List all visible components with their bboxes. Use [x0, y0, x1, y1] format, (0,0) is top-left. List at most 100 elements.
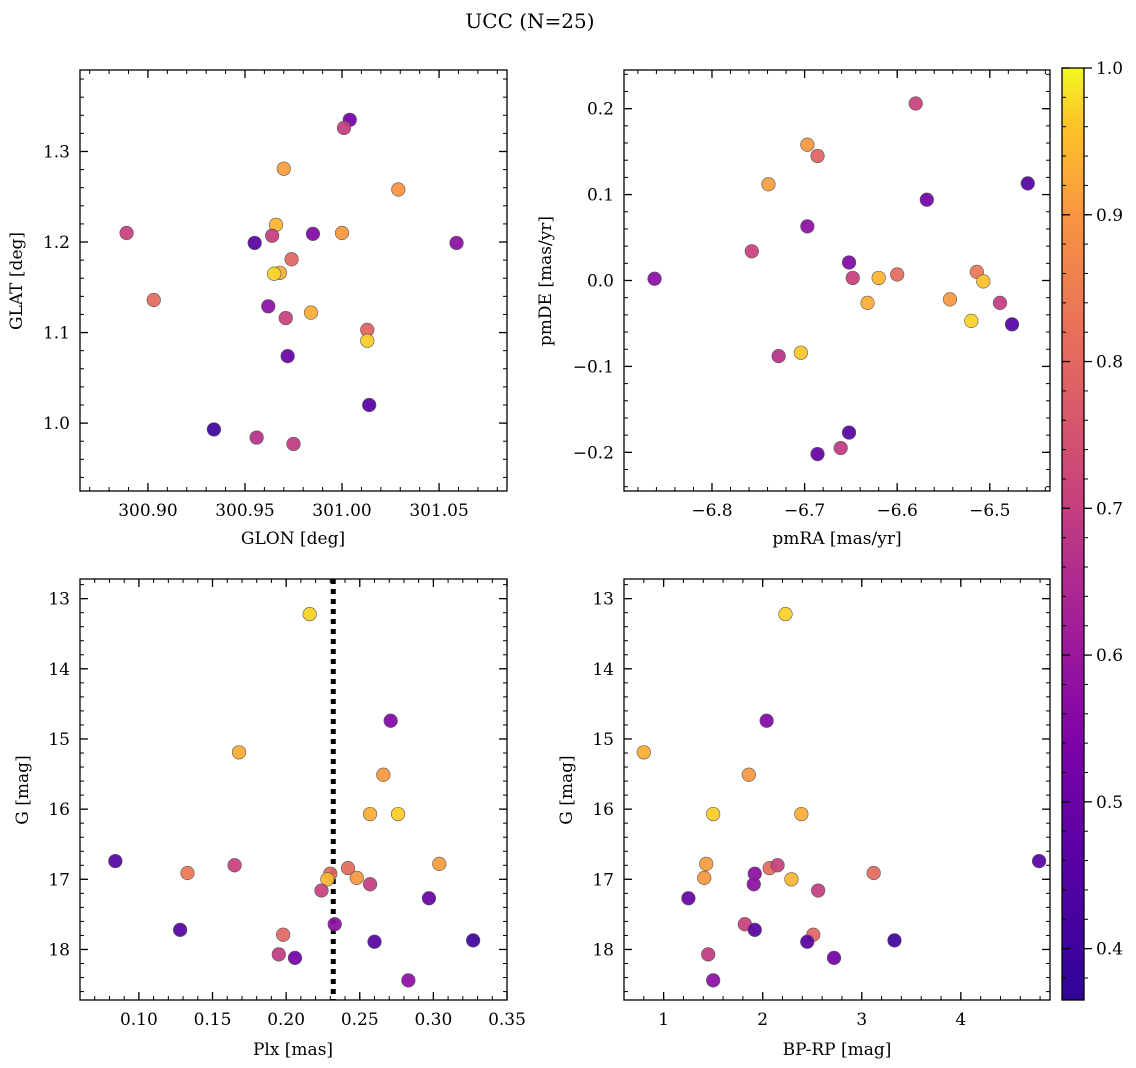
scatter-point	[334, 225, 350, 241]
plx-g-panel: 0.10 0.15 0.20 0.25 0.30 0.35 13 14 15 16 17 18 Plx…	[13, 578, 526, 1060]
plot-frame	[79, 578, 508, 1001]
scatter-point	[206, 422, 222, 437]
x-tick-label: −6.8	[691, 501, 732, 521]
scatter-point	[919, 192, 934, 207]
colorbar-tick-label: 1.0	[1096, 59, 1123, 79]
scatter-point	[699, 856, 714, 871]
scatter-point	[247, 235, 262, 251]
colorbar-tick-label: 0.9	[1096, 206, 1123, 226]
scatter-point	[746, 877, 761, 892]
scatter-point	[305, 226, 321, 241]
scatter-point	[360, 333, 375, 348]
scatter-point	[771, 349, 786, 364]
y-tick-label: 17	[592, 870, 614, 890]
scatter-point	[992, 295, 1008, 310]
x-tick-label: 0.35	[488, 1010, 526, 1030]
scatter-point	[706, 806, 721, 822]
y-tick-label: 16	[592, 800, 614, 820]
scatter-point	[841, 425, 857, 440]
scatter-point	[276, 927, 291, 942]
scatter-point	[1020, 176, 1035, 191]
scatter-point	[280, 348, 295, 364]
scatter-points	[108, 606, 481, 988]
scatter-point	[108, 853, 123, 869]
y-axis-label: GLAT [deg]	[7, 232, 27, 330]
axis-ticks: 0.10 0.15 0.20 0.25 0.30 0.35 13 14 15 16 17 18	[48, 579, 526, 1030]
scatter-point	[890, 267, 905, 282]
axis-ticks: −6.8 −6.7 −6.6 −6.5 −0.2 −0.1 0.0 0.1 0.2	[573, 70, 1050, 521]
scatter-points	[119, 112, 464, 452]
scatter-point	[964, 313, 979, 328]
x-tick-label: 4	[955, 1010, 966, 1030]
colorbar-ticks: 0.4 0.5 0.6 0.7 0.8 0.9 1.0	[1062, 59, 1123, 979]
scatter-point	[794, 806, 809, 822]
scatter-point	[841, 255, 857, 270]
scatter-point	[227, 858, 242, 873]
x-tick-label: 0.10	[120, 1010, 158, 1030]
scatter-point	[744, 244, 759, 259]
scatter-point	[826, 950, 842, 966]
x-tick-label: 300.90	[118, 501, 177, 521]
scatter-point	[887, 933, 902, 948]
scatter-point	[908, 96, 923, 111]
scatter-point	[845, 270, 860, 286]
scatter-point	[793, 345, 808, 360]
scatter-point	[314, 883, 329, 898]
scatter-point	[362, 806, 378, 822]
scatter-point	[976, 274, 991, 289]
y-tick-label: 13	[48, 590, 70, 610]
y-tick-label: 0.1	[587, 186, 614, 206]
y-tick-label: 18	[48, 940, 70, 960]
scatter-point	[761, 177, 776, 192]
x-axis-label: GLON [deg]	[241, 529, 345, 549]
glon-glat-panel: 300.90 300.95 301.00 301.05 1.0 1.1 1.2 1.3 GLO…	[7, 69, 508, 549]
scatter-point	[800, 137, 815, 152]
scatter-point	[284, 252, 299, 267]
colorbar-gradient	[1061, 67, 1085, 1001]
y-tick-label: 15	[48, 730, 70, 750]
figure-title: UCC (N=25)	[465, 9, 594, 33]
y-tick-label: 14	[592, 660, 614, 680]
scatter-point	[287, 950, 303, 966]
axis-ticks: 1 2 3 4 13 14 15 16 17 18	[592, 579, 1050, 1030]
scatter-point	[173, 922, 188, 937]
y-tick-label: 1.0	[43, 414, 70, 434]
scatter-point	[261, 299, 276, 314]
scatter-point	[249, 430, 264, 445]
bprp-g-panel: 1 2 3 4 13 14 15 16 17 18 BP-RP [mag] G [mag]	[557, 578, 1051, 1060]
scatter-points	[647, 96, 1035, 462]
x-tick-label: 300.95	[215, 501, 274, 521]
scatter-point	[401, 973, 416, 988]
scatter-point	[697, 870, 712, 886]
scatter-point	[276, 161, 291, 176]
plot-frame	[79, 69, 508, 492]
x-tick-label: −6.7	[784, 501, 825, 521]
colorbar-tick-label: 0.4	[1096, 940, 1123, 960]
scatter-point	[811, 883, 826, 898]
scatter-point	[336, 120, 352, 136]
scatter-point	[421, 891, 437, 906]
y-axis-label: G [mag]	[13, 755, 33, 824]
scatter-point	[647, 271, 662, 286]
plot-frame	[623, 578, 1051, 1001]
y-tick-label: 17	[48, 870, 70, 890]
scatter-point	[180, 865, 195, 881]
y-tick-label: 1.2	[43, 233, 70, 253]
x-axis-label: BP-RP [mag]	[783, 1040, 892, 1060]
x-tick-label: 301.00	[312, 501, 371, 521]
colorbar: 0.4 0.5 0.6 0.7 0.8 0.9 1.0	[1061, 59, 1123, 1001]
scatter-points	[636, 606, 1047, 988]
scatter-point	[1004, 317, 1020, 332]
scatter-point	[1032, 853, 1047, 869]
scatter-point	[942, 292, 958, 307]
scatter-point	[231, 745, 247, 760]
x-tick-label: −6.6	[877, 501, 918, 521]
x-tick-label: 2	[757, 1010, 768, 1030]
scatter-point	[860, 295, 875, 310]
x-tick-label: −6.5	[969, 501, 1010, 521]
scatter-point	[432, 856, 447, 871]
y-tick-label: 14	[48, 660, 70, 680]
colorbar-tick-label: 0.6	[1096, 646, 1123, 666]
scatter-point	[871, 270, 886, 286]
